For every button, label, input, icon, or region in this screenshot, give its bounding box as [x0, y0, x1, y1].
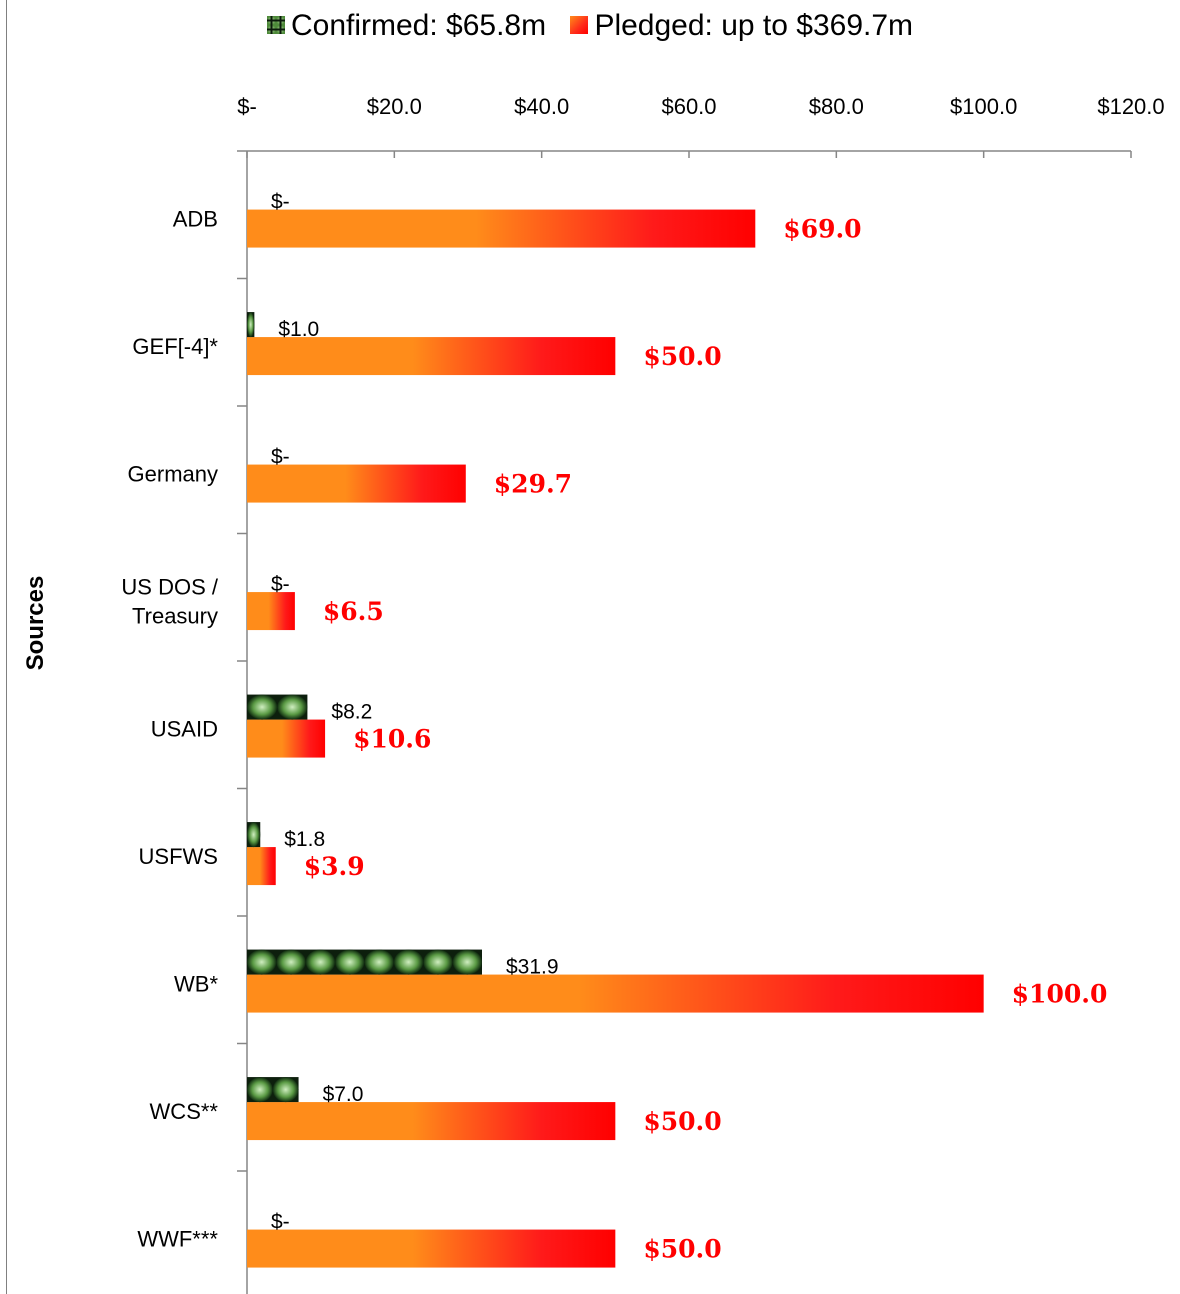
category-label: WWF*** [137, 1227, 218, 1252]
category-label: US DOS / [121, 575, 218, 600]
bar-pledged [247, 719, 326, 758]
legend-label-pledged: Pledged: up to $369.7m [594, 9, 914, 43]
bar-confirmed-pattern [247, 949, 277, 975]
bar-pledged [247, 337, 616, 376]
category-label: Treasury [132, 604, 218, 629]
x-tick-label: $120.0 [1097, 94, 1164, 119]
category-label: USFWS [139, 844, 218, 869]
data-label-pledged: $10.6 [353, 725, 431, 754]
bar-pledged [247, 847, 276, 886]
data-label-confirmed: $31.9 [506, 956, 559, 979]
legend-swatch-confirmed [266, 16, 285, 35]
category-label: WB* [174, 972, 218, 997]
chart-frame-left-edge [6, 0, 7, 1294]
bar-confirmed-pattern [247, 822, 261, 848]
data-label-confirmed: $1.0 [278, 318, 319, 341]
bar-confirmed-pattern [272, 1077, 299, 1103]
bar-confirmed-pattern [247, 1077, 273, 1103]
data-label-pledged: $50.0 [643, 1107, 721, 1136]
bar-confirmed-pattern [305, 949, 336, 975]
legend-label-confirmed: Confirmed: $65.8m [290, 9, 547, 43]
data-label-pledged: $69.0 [783, 215, 861, 244]
x-tick-label: $- [237, 94, 257, 119]
bar-confirmed-pattern [335, 949, 365, 975]
category-label: Germany [128, 462, 218, 487]
bar-pledged [247, 592, 295, 631]
category-label: GEF[-4]* [132, 334, 218, 359]
data-label-confirmed: $1.8 [284, 828, 325, 851]
bar-confirmed-pattern [276, 949, 306, 975]
legend-swatch-pledged [570, 16, 589, 35]
x-tick-label: $80.0 [809, 94, 864, 119]
category-label: WCS** [150, 1099, 219, 1124]
bar-confirmed-pattern [364, 949, 394, 975]
data-label-pledged: $29.7 [494, 470, 572, 499]
x-tick-label: $60.0 [661, 94, 716, 119]
bar-pledged [247, 1102, 616, 1141]
category-label: ADB [173, 207, 218, 232]
bar-pledged [247, 974, 984, 1013]
data-label-confirmed: $- [271, 1211, 290, 1234]
legend: Confirmed: $65.8m Pledged: up to $369.7m [0, 8, 1180, 43]
bar-confirmed-pattern [277, 694, 308, 720]
legend-item-confirmed: Confirmed: $65.8m [266, 9, 547, 43]
data-label-pledged: $3.9 [304, 852, 365, 881]
bar-confirmed-pattern [247, 312, 255, 338]
bar-pledged [247, 209, 756, 248]
bar-pledged [247, 1229, 616, 1268]
bar-confirmed-pattern [452, 949, 482, 975]
data-label-pledged: $50.0 [643, 1235, 721, 1264]
data-label-confirmed: $- [271, 446, 290, 469]
bar-confirmed-pattern [246, 694, 278, 720]
data-label-confirmed: $- [271, 191, 290, 214]
x-tick-label: $20.0 [367, 94, 422, 119]
data-label-confirmed: $- [271, 573, 290, 596]
data-label-pledged: $6.5 [323, 597, 384, 626]
bar-pledged [247, 464, 466, 503]
data-label-pledged: $100.0 [1012, 980, 1108, 1009]
legend-item-pledged: Pledged: up to $369.7m [570, 9, 913, 43]
data-label-confirmed: $8.2 [331, 701, 372, 724]
x-tick-label: $40.0 [514, 94, 569, 119]
x-tick-label: $100.0 [950, 94, 1017, 119]
data-label-confirmed: $7.0 [323, 1083, 364, 1106]
bar-confirmed-pattern [423, 949, 453, 975]
data-label-pledged: $50.0 [643, 342, 721, 371]
bar-confirmed-pattern [393, 949, 424, 975]
category-label: USAID [151, 717, 218, 742]
